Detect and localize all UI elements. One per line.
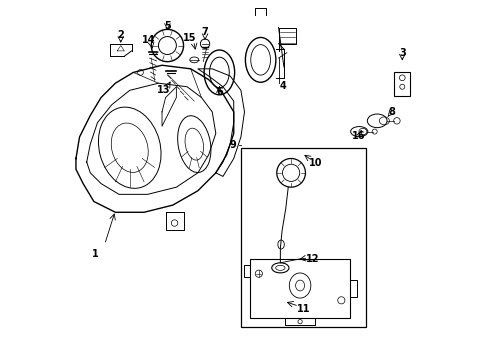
Text: 14: 14	[142, 35, 155, 45]
Text: 16: 16	[351, 131, 365, 141]
Text: 2: 2	[117, 30, 124, 40]
Bar	[394, 72, 409, 96]
Text: 11: 11	[296, 304, 310, 314]
Text: 5: 5	[163, 21, 170, 31]
Text: 1: 1	[92, 248, 99, 258]
Text: 13: 13	[157, 85, 170, 95]
Text: 9: 9	[229, 140, 236, 150]
Text: 8: 8	[387, 107, 394, 117]
Text: 12: 12	[305, 254, 319, 264]
Text: 15: 15	[183, 33, 196, 43]
Text: 6: 6	[216, 87, 223, 97]
Text: 3: 3	[398, 48, 405, 58]
Text: 4: 4	[279, 81, 286, 91]
Text: 10: 10	[308, 158, 322, 168]
Text: 7: 7	[201, 27, 208, 37]
Bar	[278, 28, 296, 44]
Bar	[249, 259, 349, 318]
Bar	[241, 148, 366, 327]
